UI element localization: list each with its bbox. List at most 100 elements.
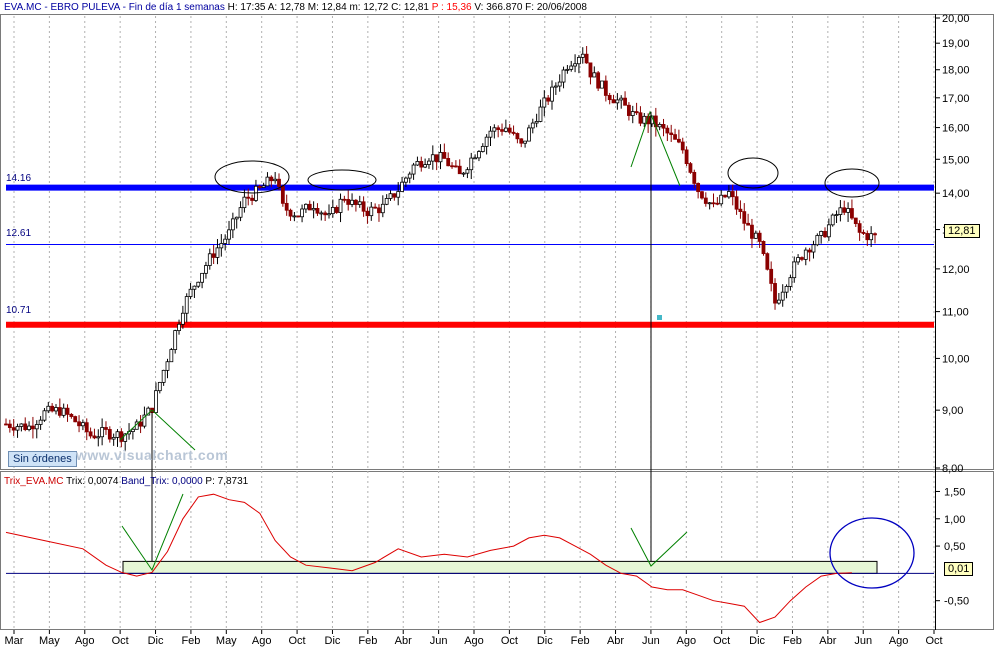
candle-body — [773, 283, 777, 304]
candle-body — [823, 231, 827, 238]
candle-body — [215, 247, 220, 258]
candle-body — [84, 422, 89, 433]
candle-body — [488, 130, 493, 138]
candle-body — [69, 413, 74, 417]
cyan-marker — [657, 315, 662, 320]
candle-body — [615, 99, 620, 104]
candle-body — [607, 95, 612, 101]
candle-body — [726, 191, 731, 198]
candle-body — [354, 199, 358, 205]
candle-body — [369, 206, 374, 217]
ticker-label: EVA.MC — [4, 2, 42, 13]
candle-body — [707, 202, 712, 205]
candle-body — [669, 132, 674, 136]
y-tick-label: 17,00 — [942, 93, 970, 105]
candle-body — [761, 241, 766, 255]
candle-body — [811, 244, 816, 253]
candle-body — [796, 257, 800, 263]
x-tick-label: Ago — [889, 635, 909, 647]
volume-label: V: 366.870 — [474, 2, 523, 13]
candle-body — [523, 140, 527, 144]
indicator-header: Trix_EVA.MC Trix: 0,0074 Band_Trix: 0,00… — [4, 476, 248, 487]
candle-body — [92, 435, 97, 439]
x-tick-label: Oct — [925, 635, 942, 647]
peak-ellipse — [214, 160, 290, 194]
candle-body — [96, 436, 101, 439]
green-annotation — [119, 409, 196, 451]
candle-body — [573, 63, 577, 67]
candle-body — [584, 53, 589, 64]
candle-body — [250, 197, 254, 201]
sin-ordenes-button[interactable]: Sin órdenes — [8, 451, 77, 467]
candle-body — [819, 231, 824, 236]
y-tick-label: 19,00 — [942, 38, 970, 50]
candle-body — [154, 390, 158, 413]
candle-body — [269, 176, 274, 182]
candle-body — [400, 181, 404, 192]
x-tick-label: Jun — [854, 635, 872, 647]
y-tick-label: 15,00 — [942, 154, 970, 166]
candle-body — [623, 97, 627, 106]
y-tick-label: 9,00 — [942, 405, 963, 417]
candle-body — [38, 419, 43, 425]
candle-body — [403, 177, 408, 183]
candle-body — [861, 231, 866, 234]
candle-body — [692, 171, 697, 184]
candle-body — [434, 154, 439, 163]
candle-body — [542, 97, 547, 108]
candle-body — [734, 196, 739, 210]
candle-body — [31, 425, 35, 430]
candle-body — [484, 136, 489, 147]
x-tick-label: Abr — [395, 635, 412, 647]
candle-body — [392, 193, 397, 198]
candle-body — [634, 111, 639, 114]
candle-body — [873, 233, 877, 236]
candle-body — [77, 421, 81, 427]
candle-body — [430, 154, 435, 162]
candle-body — [200, 272, 205, 283]
candle-body — [711, 202, 716, 205]
candle-body — [703, 197, 708, 204]
candle-body — [365, 210, 370, 217]
candle-body — [342, 198, 347, 201]
y-tick-label: 20,00 — [942, 13, 970, 25]
candle-body — [480, 145, 485, 152]
candle-body — [73, 416, 78, 423]
peak-ellipse — [727, 157, 779, 189]
candle-body — [546, 97, 551, 102]
candle-body — [304, 203, 308, 210]
candle-body — [846, 208, 850, 213]
main-panel-border — [0, 14, 994, 470]
candle-body — [7, 423, 12, 429]
x-tick-label: Dic — [325, 635, 341, 647]
candle-body — [673, 134, 677, 140]
candle-body — [527, 127, 531, 142]
candle-body — [123, 433, 128, 442]
candle-body — [461, 172, 466, 175]
candle-body — [307, 203, 312, 211]
candle-body — [311, 208, 316, 211]
indicator-y-tick-label: 1,50 — [944, 486, 965, 498]
candle-body — [642, 115, 647, 124]
candle-body — [511, 131, 516, 134]
p-label: P: 7,8731 — [205, 476, 249, 487]
candle-body — [446, 158, 451, 167]
candle-body — [300, 208, 304, 218]
candle-body — [15, 426, 20, 431]
candle-body — [188, 288, 193, 297]
candle-body — [746, 222, 751, 226]
x-tick-label: Oct — [289, 635, 306, 647]
candle-body — [238, 207, 243, 218]
x-tick-label: Mar — [5, 635, 24, 647]
candle-body — [388, 193, 393, 199]
candle-body — [407, 173, 412, 179]
candle-body — [561, 69, 566, 83]
x-tick-label: May — [39, 635, 60, 647]
candle-body — [457, 165, 462, 175]
band-label: Band_Trix: 0,0000 — [121, 476, 203, 487]
trix-name-label: Trix_EVA.MC — [4, 476, 64, 487]
candle-body — [357, 201, 362, 205]
y-tick-label: 18,00 — [942, 65, 970, 77]
candle-body — [865, 233, 870, 241]
